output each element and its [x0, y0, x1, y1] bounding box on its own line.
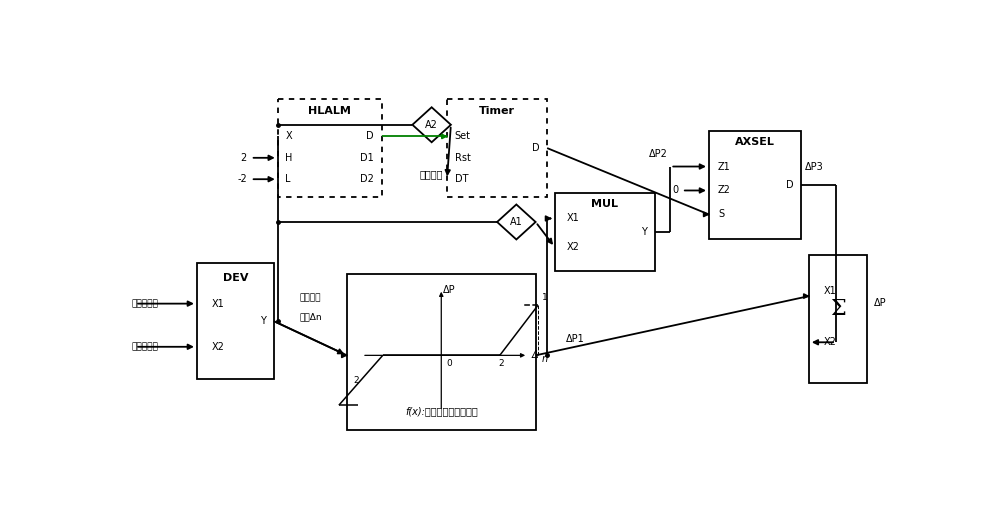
Polygon shape — [497, 205, 536, 239]
Text: X2: X2 — [566, 242, 579, 252]
Text: 信号Δn: 信号Δn — [299, 313, 322, 322]
Text: Σ: Σ — [830, 298, 846, 320]
Text: S: S — [718, 210, 724, 220]
Text: 1: 1 — [542, 292, 547, 301]
Text: HLALM: HLALM — [308, 106, 351, 116]
Text: 0: 0 — [672, 185, 678, 195]
Text: ΔP: ΔP — [443, 285, 455, 295]
Text: ΔP: ΔP — [874, 297, 887, 308]
Text: 2: 2 — [241, 153, 247, 163]
Text: Z2: Z2 — [718, 185, 731, 195]
Text: A1: A1 — [510, 217, 523, 227]
Bar — [278, 99, 382, 196]
Text: AXSEL: AXSEL — [735, 137, 775, 147]
Text: Timer: Timer — [479, 106, 515, 116]
Bar — [347, 275, 536, 430]
Text: A2: A2 — [425, 120, 438, 130]
Text: 转速偏差: 转速偏差 — [300, 293, 321, 302]
Text: DEV: DEV — [223, 273, 248, 283]
Text: D: D — [366, 131, 374, 141]
Text: ΔP1: ΔP1 — [566, 334, 585, 344]
Bar — [197, 263, 274, 379]
Text: X: X — [285, 131, 292, 141]
Bar — [809, 255, 867, 383]
Text: D: D — [786, 180, 794, 190]
Text: ΔP2: ΔP2 — [649, 149, 668, 159]
Text: Δ: Δ — [532, 350, 539, 361]
Polygon shape — [412, 107, 451, 142]
Text: X2: X2 — [212, 342, 225, 352]
Text: L: L — [285, 174, 291, 184]
Text: Rst: Rst — [455, 153, 471, 163]
Text: 0: 0 — [447, 359, 452, 368]
Text: Y: Y — [260, 316, 266, 326]
Text: n: n — [542, 354, 548, 364]
Text: 2: 2 — [499, 359, 504, 368]
Text: X1: X1 — [212, 298, 225, 309]
Text: 转速测量值: 转速测量值 — [131, 342, 158, 351]
Text: 2: 2 — [353, 376, 359, 385]
Bar — [555, 193, 655, 271]
Text: DT: DT — [455, 174, 468, 184]
Text: 延时触发: 延时触发 — [420, 170, 443, 179]
Text: H: H — [285, 153, 293, 163]
Text: f(x):一次调频补偿量函数: f(x):一次调频补偿量函数 — [405, 407, 478, 416]
Text: X1: X1 — [823, 286, 836, 296]
Text: Z1: Z1 — [718, 162, 731, 172]
Bar — [709, 131, 801, 239]
Text: 转速设定值: 转速设定值 — [131, 299, 158, 308]
Text: X2: X2 — [823, 337, 836, 347]
Text: -2: -2 — [237, 174, 247, 184]
Text: D1: D1 — [360, 153, 374, 163]
Text: X1: X1 — [566, 214, 579, 224]
Text: D2: D2 — [360, 174, 374, 184]
Text: MUL: MUL — [591, 199, 618, 210]
Text: Y: Y — [641, 227, 647, 237]
Text: Set: Set — [455, 131, 471, 141]
Text: D: D — [532, 143, 539, 153]
Text: ΔP3: ΔP3 — [805, 162, 824, 172]
Bar — [447, 99, 547, 196]
